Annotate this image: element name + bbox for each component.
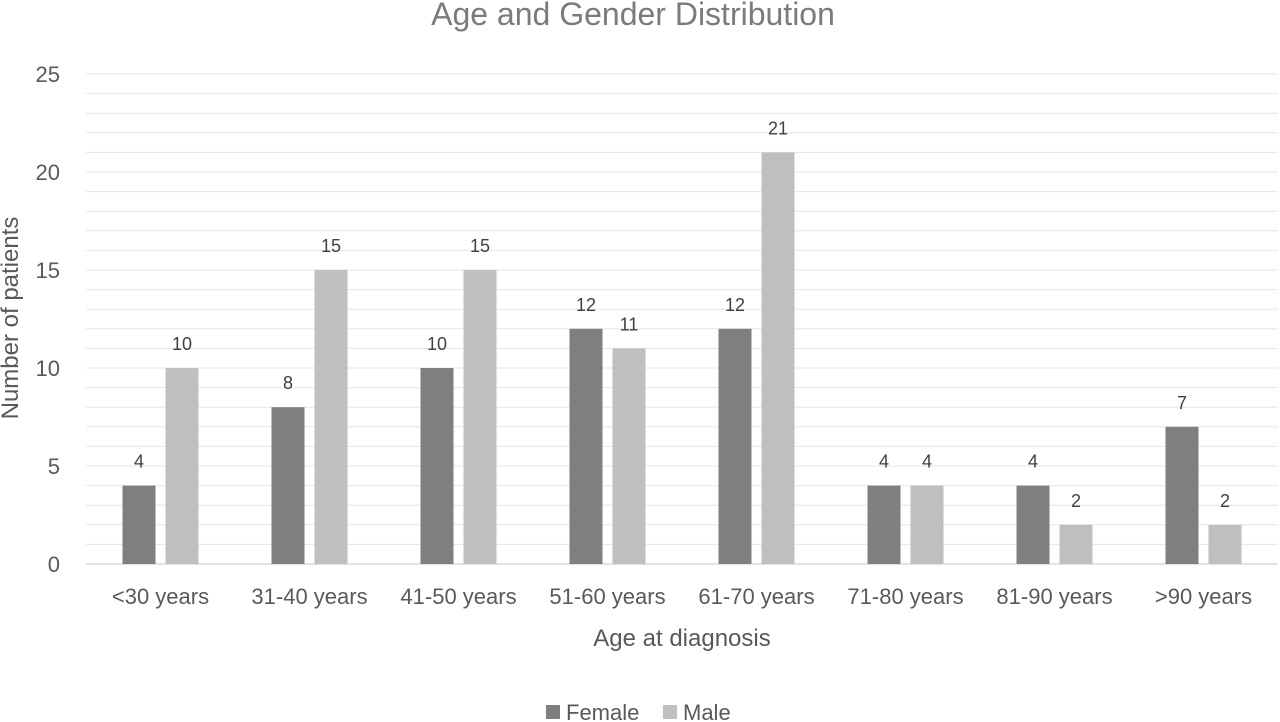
y-tick-label: 10 — [36, 356, 60, 381]
data-label: 12 — [576, 295, 596, 315]
y-axis-title: Number of patients — [0, 217, 24, 420]
data-label: 7 — [1177, 393, 1187, 413]
data-label: 10 — [427, 334, 447, 354]
y-axis-ticks: 0 5 10 15 20 25 — [36, 62, 60, 577]
gridlines — [86, 73, 1278, 565]
y-tick-label: 15 — [36, 258, 60, 283]
data-label: 4 — [922, 452, 932, 472]
legend-label-male: Male — [683, 700, 731, 722]
x-tick-label: >90 years — [1155, 584, 1252, 609]
x-tick-label: 51-60 years — [549, 584, 665, 609]
data-label: 15 — [321, 236, 341, 256]
bar-male — [1208, 524, 1242, 564]
y-tick-label: 20 — [36, 160, 60, 185]
bar-female — [569, 328, 603, 564]
bar-female — [867, 485, 901, 564]
y-tick-label: 25 — [36, 62, 60, 87]
data-label: 2 — [1071, 491, 1081, 511]
bar-male — [910, 485, 944, 564]
legend: Female Male — [546, 700, 731, 722]
bar-female — [1165, 426, 1199, 564]
bar-male — [612, 348, 646, 564]
x-axis-title: Age at diagnosis — [593, 625, 770, 652]
bar-female — [122, 485, 156, 564]
bar-male — [165, 368, 199, 564]
bar-male — [761, 152, 795, 564]
data-label: 10 — [172, 334, 192, 354]
bar-male — [314, 270, 348, 564]
bar-female — [420, 368, 454, 564]
x-tick-label: 41-50 years — [400, 584, 516, 609]
chart-title: Age and Gender Distribution — [431, 0, 835, 32]
bar-female — [271, 407, 305, 564]
data-label: 21 — [768, 118, 788, 138]
bar-male — [1059, 524, 1093, 564]
bars — [122, 152, 1242, 564]
legend-swatch-female — [546, 705, 560, 719]
bar-female — [718, 328, 752, 564]
bar-female — [1016, 485, 1050, 564]
x-tick-label: 71-80 years — [847, 584, 963, 609]
x-tick-label: 81-90 years — [996, 584, 1112, 609]
y-tick-label: 0 — [48, 552, 60, 577]
data-label: 4 — [879, 452, 889, 472]
y-tick-label: 5 — [48, 454, 60, 479]
data-label: 11 — [620, 314, 639, 334]
x-axis-ticks: <30 years 31-40 years 41-50 years 51-60 yea… — [112, 584, 1252, 609]
x-tick-label: 31-40 years — [251, 584, 367, 609]
data-label: 15 — [470, 236, 490, 256]
legend-swatch-male — [663, 705, 677, 719]
bar-male — [463, 270, 497, 564]
x-tick-label: 61-70 years — [698, 584, 814, 609]
data-label: 4 — [134, 452, 144, 472]
legend-label-female: Female — [566, 700, 639, 722]
data-label: 8 — [283, 373, 293, 393]
x-tick-label: <30 years — [112, 584, 209, 609]
data-label: 2 — [1220, 491, 1230, 511]
data-label: 12 — [725, 295, 745, 315]
data-labels: 4 10 8 15 10 15 12 11 12 21 4 4 4 2 7 2 — [134, 118, 1230, 510]
data-label: 4 — [1028, 452, 1038, 472]
